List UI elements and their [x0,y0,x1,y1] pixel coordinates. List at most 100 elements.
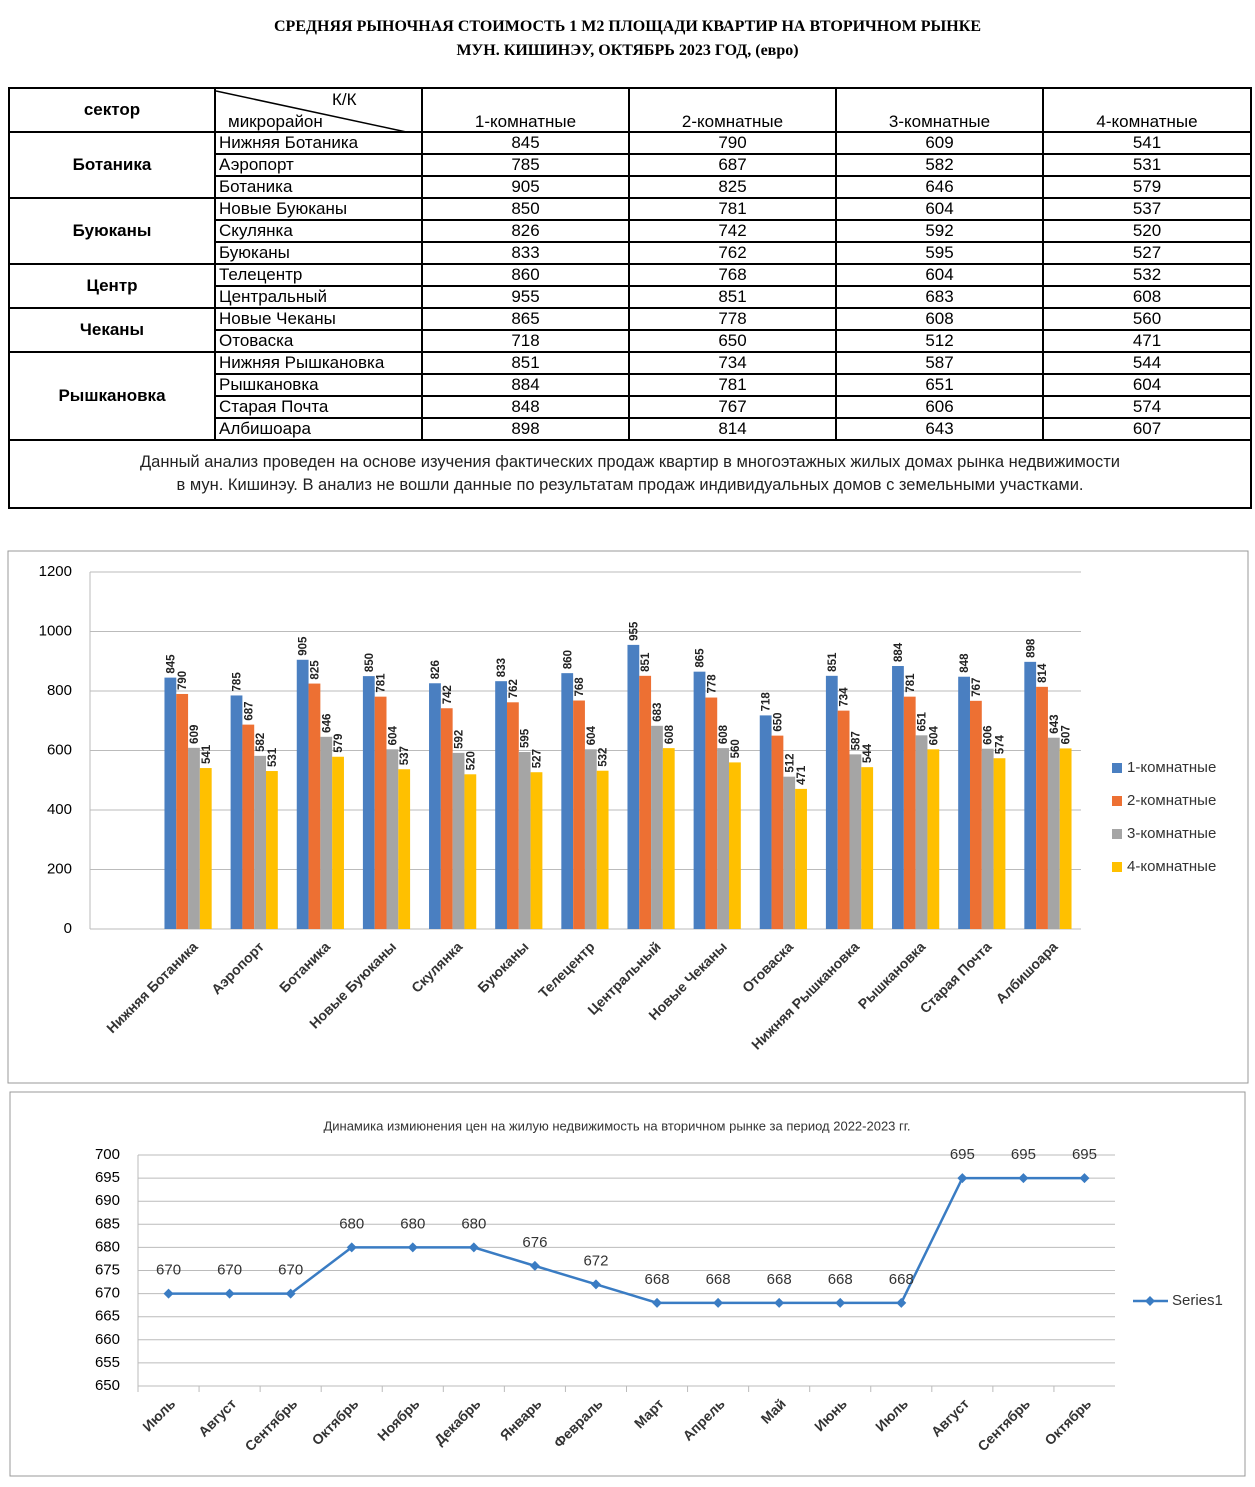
value-label: 865 [695,648,707,668]
value-label: 680 [461,1215,486,1232]
value-label: 790 [177,671,189,690]
bar [429,683,441,929]
marker [224,1288,235,1299]
value-label: 544 [862,743,874,763]
value: 860 [421,263,630,287]
value: 825 [628,175,837,199]
sector: Рышкановка [8,351,216,441]
y-tick-label: 670 [95,1285,120,1302]
bar [199,768,212,929]
value: 574 [1042,395,1252,419]
bar [1036,686,1048,929]
legend-label: 4-комнатные [1127,858,1216,875]
district: Буюканы [214,241,423,265]
value-label: 670 [156,1262,181,1279]
data-row: Буюканы Новые Буюканы 850 781 604 537 [8,197,1252,265]
y-tick-label: 800 [47,682,72,699]
value-label: 672 [583,1252,608,1269]
value-label: 851 [640,652,652,672]
value: 650 [628,329,837,353]
value: 781 [628,373,837,397]
y-tick-label: 680 [95,1238,120,1255]
x-tick-label: Буюканы [474,938,531,995]
district: Отоваска [214,329,423,353]
bar [1059,748,1072,929]
bar [320,736,333,929]
value: 851 [421,351,630,375]
y-tick-label: 700 [95,1146,120,1163]
data-row: Старая Почта 848 767 606 574 [9,395,1252,419]
header-row: сектор К/К микрорайон 1-комнатные 2-комнатны… [8,87,1252,133]
marker [407,1242,418,1253]
value-label: 574 [995,734,1007,754]
value: 560 [1042,307,1252,331]
value-label: 512 [784,753,796,772]
bar [693,671,706,929]
value-label: 532 [598,748,610,767]
legend-swatch [1112,796,1122,806]
marker [652,1297,663,1308]
value-label: 587 [850,731,862,750]
district: Скулянка [214,219,423,243]
marker [957,1173,968,1184]
column-header: 1-комнатные [421,87,630,133]
y-tick-label: 200 [47,860,72,877]
value-label: 668 [767,1271,792,1288]
bar [915,735,928,929]
bar [530,772,543,929]
legend-label: 1-комнатные [1127,759,1216,776]
bar [242,724,255,929]
bar [188,747,200,929]
x-tick-label: Февраль [550,1395,606,1451]
note-line: в мун. Кишинэу. В анализ не вошли данные… [176,476,1084,494]
x-tick-label: Июль [139,1395,178,1434]
x-tick-label: Нижняя Рышкановка [748,938,862,1052]
x-tick-label: Октябрь [309,1395,362,1448]
value: 845 [421,131,630,155]
bar [596,770,609,929]
value: 587 [835,351,1044,375]
x-tick-label: Скулянка [408,938,465,995]
column-header: 2-комнатные [628,87,837,133]
bar [495,681,507,929]
title-line: МУН. КИШИНЭУ, ОКТЯБРЬ 2023 ГОД, (евро) [456,42,799,59]
bar [308,683,321,929]
value-label: 668 [706,1271,731,1288]
bar [440,708,453,929]
value: 609 [835,131,1044,155]
bar [254,755,267,929]
bar [266,771,278,929]
y-tick-label: 660 [95,1331,120,1348]
district: Рышкановка [214,373,423,397]
x-tick-label: Старая Почта [917,938,995,1016]
note-row: Данный анализ проведен на основе изучени… [8,439,1252,509]
value: 781 [628,197,837,221]
x-tick-label: Телецентр [535,938,598,1001]
bar [230,695,243,929]
legend-marker [1145,1296,1155,1306]
x-tick-label: Август [928,1395,972,1439]
value: 520 [1042,219,1252,243]
value-label: 814 [1037,663,1049,683]
x-tick-label: Октябрь [1041,1395,1094,1448]
bar [506,702,519,929]
bar [849,754,862,929]
bar [296,659,309,929]
value: 785 [421,153,630,177]
district: Телецентр [214,263,423,287]
value: 814 [628,417,837,441]
bar [892,666,904,929]
value-label: 668 [828,1271,853,1288]
value: 848 [421,395,630,419]
value-label: 595 [520,728,532,748]
value-label: 670 [278,1262,303,1279]
value-label: 592 [454,730,466,749]
marker [163,1288,174,1299]
chart-frame [7,550,1249,1084]
note-line: Данный анализ проведен на основе изучени… [140,453,1120,471]
x-tick-label: Июнь [811,1395,850,1434]
value-label: 884 [893,642,905,662]
legend-label: Series1 [1172,1292,1223,1309]
bar [627,644,640,929]
marker [713,1297,724,1308]
